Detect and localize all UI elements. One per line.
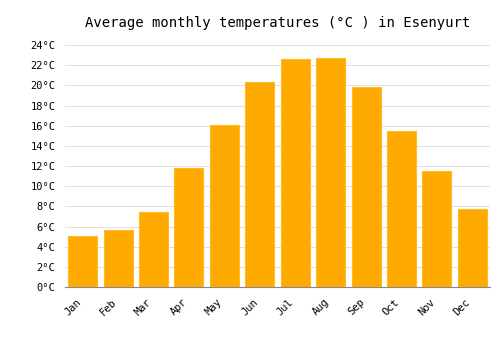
Bar	[316, 58, 345, 287]
Bar	[174, 168, 204, 287]
Bar	[210, 125, 239, 287]
Bar	[68, 236, 97, 287]
Bar	[458, 209, 487, 287]
Bar	[139, 212, 168, 287]
Bar	[352, 88, 380, 287]
Bar	[280, 59, 310, 287]
Bar	[422, 171, 452, 287]
Title: Average monthly temperatures (°C ) in Esenyurt: Average monthly temperatures (°C ) in Es…	[85, 16, 470, 30]
Bar	[104, 230, 132, 287]
Bar	[246, 82, 274, 287]
Bar	[387, 131, 416, 287]
